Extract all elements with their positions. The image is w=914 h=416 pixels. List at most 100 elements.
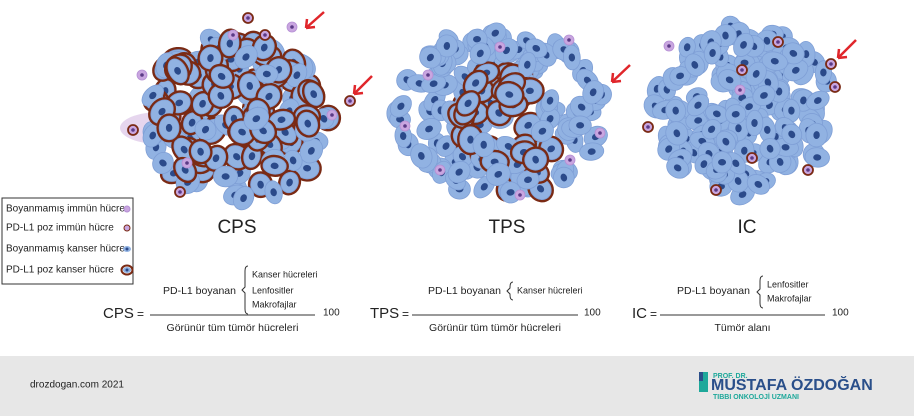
nucleus [233, 153, 241, 161]
nucleus [546, 96, 554, 105]
brace [241, 265, 249, 315]
footer-band [0, 356, 914, 416]
nucleus [547, 145, 556, 153]
nucleus [722, 137, 730, 146]
cancer-cell [733, 32, 754, 57]
nucleus [252, 115, 261, 123]
immune-nucleus [290, 25, 294, 29]
cancer-cell [684, 53, 706, 77]
nucleus [587, 148, 596, 155]
nucleus [399, 131, 407, 140]
nucleus [425, 125, 433, 133]
nucleus [763, 36, 771, 45]
immune-nucleus [330, 113, 334, 117]
nucleus [473, 35, 482, 43]
cancer-cell [782, 98, 801, 123]
nucleus [188, 118, 196, 127]
pdl1-cancer-cell [156, 113, 182, 143]
cancer-cell [711, 151, 733, 174]
nucleus [781, 144, 790, 151]
cancer-cell [703, 41, 722, 65]
nucleus [175, 99, 184, 107]
nucleus [418, 151, 425, 160]
nucleus [467, 135, 474, 144]
nucleus [207, 54, 214, 63]
nucleus [524, 121, 532, 129]
legend-swatch [123, 205, 131, 213]
nucleus [754, 180, 763, 188]
immune-nucleus [140, 73, 144, 77]
nucleus [788, 106, 795, 115]
cancer-cell [416, 117, 442, 140]
immune-nucleus [568, 158, 572, 162]
nucleus [262, 70, 271, 78]
nucleus [775, 87, 783, 96]
nucleus [732, 159, 740, 167]
nucleus [472, 79, 480, 87]
nucleus [240, 194, 247, 203]
pdl1-cancer-cell [278, 169, 302, 196]
nucleus [813, 154, 822, 161]
cancer-cell [530, 120, 554, 143]
cancer-cell [752, 84, 776, 106]
pdl1-cancer-cell [236, 71, 263, 101]
brace-item: Kanser hücreleri [252, 269, 318, 279]
cancer-cell [582, 80, 605, 105]
nucleus [458, 153, 467, 161]
nucleus [320, 114, 328, 123]
panel-label: CPS [217, 217, 256, 238]
formula-lhs: CPS [103, 305, 134, 322]
nucleus [745, 103, 753, 111]
cancer-cell [485, 162, 511, 186]
nucleus [442, 142, 450, 150]
nucleus [673, 129, 681, 138]
immune-nucleus [178, 190, 182, 194]
nucleus [396, 116, 405, 123]
nucleus [149, 91, 157, 100]
nucleus [491, 29, 500, 37]
nucleus [525, 87, 534, 95]
nucleus [752, 70, 760, 78]
immune-nucleus [829, 62, 833, 66]
nucleus [159, 159, 167, 167]
nucleus [221, 173, 230, 180]
nucleus [665, 145, 673, 153]
cancer-cell [472, 132, 495, 158]
brace-item: Makrofajlar [252, 299, 297, 309]
brace [756, 275, 764, 309]
cancer-cell [553, 166, 575, 189]
nucleus [455, 168, 463, 176]
nucleus [238, 128, 246, 136]
nucleus [770, 57, 779, 65]
immune-nucleus [750, 156, 754, 160]
pdl1-cancer-cell [197, 44, 224, 72]
nucleus [813, 97, 822, 104]
cancer-cell [806, 90, 830, 111]
nucleus [740, 41, 747, 49]
nucleus [307, 147, 315, 155]
panel-label: TPS [489, 217, 526, 238]
nucleus [712, 110, 721, 118]
cancer-cell [725, 104, 747, 125]
nucleus [700, 160, 708, 168]
nucleus [260, 43, 268, 52]
pdl1-cancer-cell [165, 56, 190, 86]
legend-label: Boyanmamış kanser hücre [6, 244, 125, 255]
immune-nucleus [833, 85, 837, 89]
nucleus [546, 115, 554, 123]
nucleus [174, 67, 181, 75]
cell-illustrations [120, 12, 841, 211]
nucleus [741, 146, 748, 155]
nucleus [734, 177, 742, 185]
cancer-cell [781, 123, 803, 145]
nucleus [443, 41, 451, 50]
immune-nucleus [131, 128, 135, 132]
cancer-cell [805, 122, 828, 148]
nucleus [257, 180, 264, 189]
immune-nucleus [806, 168, 810, 172]
cancer-cell [745, 109, 764, 137]
nucleus [672, 106, 679, 115]
nucleus [242, 53, 250, 61]
nucleus [800, 96, 807, 105]
